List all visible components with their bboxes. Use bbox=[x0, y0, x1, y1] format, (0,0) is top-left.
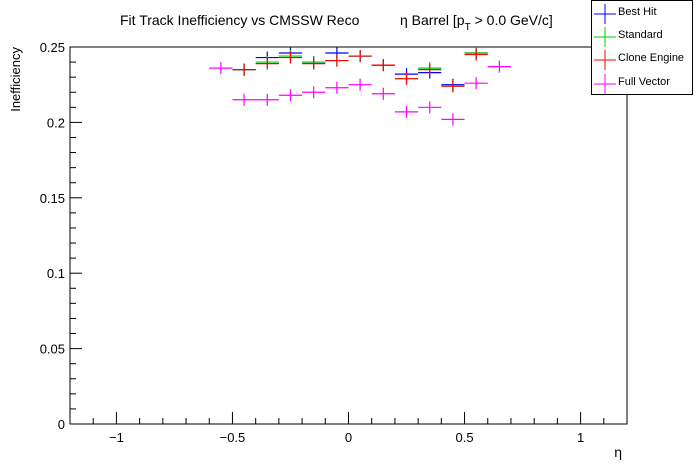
y-tick-label: 0.15 bbox=[40, 191, 65, 206]
data-point bbox=[302, 57, 326, 70]
data-point bbox=[232, 93, 256, 106]
y-axis-label: Inefficiency bbox=[8, 47, 23, 112]
data-point bbox=[464, 48, 488, 61]
legend-marker-full-vector bbox=[594, 74, 616, 94]
data-point bbox=[232, 63, 256, 76]
axes: −1 −0.5 0 0.5 1 0 0.05 0.1 0.15 0.2 0.25 bbox=[40, 40, 605, 445]
legend-marker-best-hit bbox=[594, 4, 616, 24]
legend-item-best-hit: Best Hit bbox=[592, 2, 692, 24]
chart-title-subscript: T bbox=[465, 22, 471, 33]
data-point bbox=[418, 63, 442, 76]
legend-marker-clone-engine bbox=[594, 50, 616, 70]
x-tick-label: −0.5 bbox=[220, 430, 246, 445]
y-tick-label: 0.1 bbox=[47, 266, 65, 281]
y-tick-label: 0.2 bbox=[47, 115, 65, 130]
data-point bbox=[278, 51, 303, 64]
chart-title-eta: η Barrel [pT > 0.0 GeV/c] bbox=[400, 12, 553, 33]
x-axis-label: η bbox=[614, 444, 622, 460]
legend-label-best-hit: Best Hit bbox=[618, 6, 657, 18]
data-point bbox=[418, 101, 442, 114]
data-point bbox=[325, 81, 349, 94]
x-tick-label: 0 bbox=[345, 430, 352, 445]
data-point bbox=[441, 80, 465, 93]
legend-item-clone-engine: Clone Engine bbox=[592, 48, 692, 70]
plot-frame bbox=[69, 46, 628, 425]
series-full-vector bbox=[209, 60, 511, 126]
legend: Best Hit Standard Clone Engine Full Vect… bbox=[591, 0, 693, 95]
y-tick-label: 0 bbox=[58, 417, 65, 432]
data-point bbox=[302, 86, 326, 99]
legend-item-full-vector: Full Vector bbox=[592, 72, 692, 94]
legend-item-standard: Standard bbox=[592, 25, 692, 47]
x-tick-label: 1 bbox=[577, 430, 584, 445]
data-point bbox=[209, 62, 233, 75]
data-point bbox=[348, 50, 372, 63]
series-clone-engine bbox=[232, 48, 488, 93]
legend-label-standard: Standard bbox=[618, 29, 663, 41]
data-point bbox=[371, 87, 395, 100]
data-point bbox=[255, 57, 279, 70]
y-tick-label: 0.25 bbox=[40, 40, 65, 55]
chart-title-rest: > 0.0 GeV/c] bbox=[471, 12, 553, 28]
data-point bbox=[255, 93, 279, 106]
data-point bbox=[371, 59, 395, 72]
data-point bbox=[394, 72, 419, 85]
legend-label-clone-engine: Clone Engine bbox=[618, 52, 685, 64]
legend-label-full-vector: Full Vector bbox=[618, 76, 670, 88]
data-point bbox=[441, 113, 465, 126]
y-tick-label: 0.05 bbox=[40, 342, 65, 357]
chart-title-eta-text: η Barrel [p bbox=[400, 12, 465, 28]
data-point bbox=[278, 89, 303, 102]
legend-marker-standard bbox=[594, 27, 616, 47]
data-point bbox=[394, 105, 419, 118]
data-point bbox=[348, 78, 372, 91]
chart-title: Fit Track Inefficiency vs CMSSW Reco bbox=[120, 12, 360, 28]
data-point bbox=[487, 60, 511, 73]
data-point bbox=[325, 54, 349, 67]
x-tick-label: −1 bbox=[109, 430, 124, 445]
data-marks bbox=[209, 47, 511, 126]
x-tick-label: 0.5 bbox=[456, 430, 474, 445]
data-point bbox=[464, 77, 488, 90]
